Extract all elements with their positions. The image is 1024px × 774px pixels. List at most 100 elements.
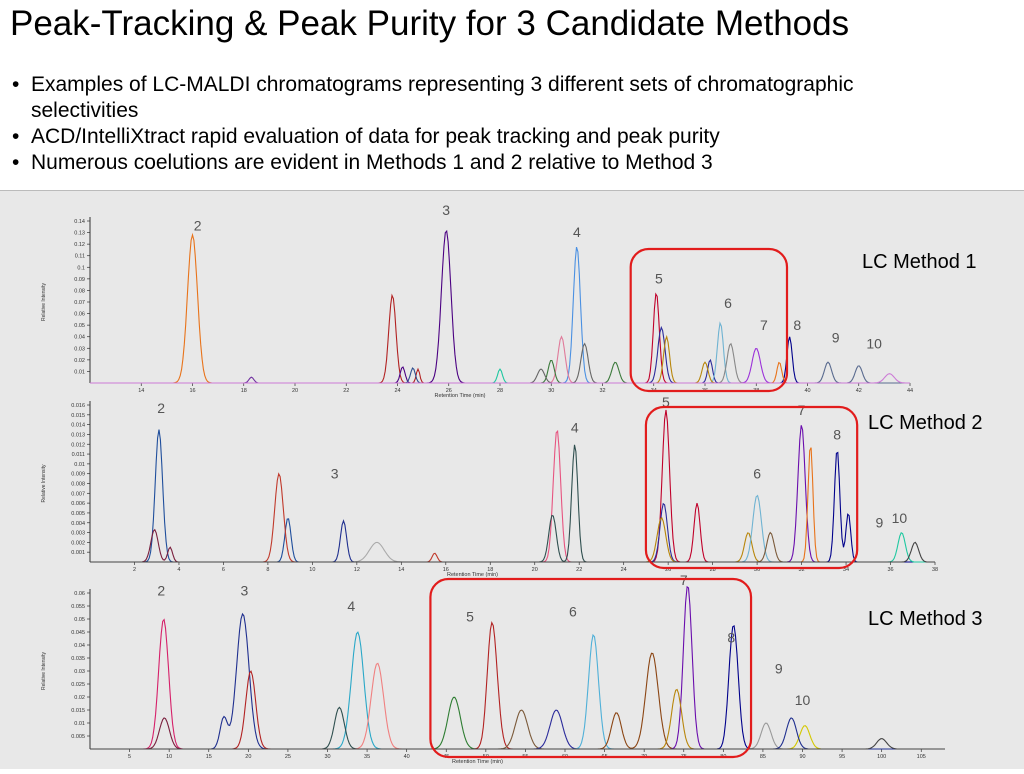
x-axis-label: Retention Time (min) xyxy=(434,393,485,399)
y-tick-label: 0.03 xyxy=(74,669,85,675)
peak-label-6: 6 xyxy=(724,295,732,311)
x-tick-label: 14 xyxy=(398,567,404,573)
y-tick-label: 0.014 xyxy=(71,423,85,429)
peak-label-4: 4 xyxy=(347,598,355,614)
x-tick-label: 30 xyxy=(754,567,760,573)
series-line xyxy=(90,706,945,750)
x-tick-label: 18 xyxy=(241,388,247,394)
y-tick-label: 0.04 xyxy=(74,335,85,341)
chart-panel-2: 0.001 0.002 0.003 0.004 0.005 0.006 0.007 0.008… xyxy=(41,394,983,578)
y-tick-label: 0.001 xyxy=(71,550,85,556)
x-tick-label: 28 xyxy=(710,567,716,573)
peak-label-6: 6 xyxy=(569,603,577,619)
y-tick-label: 0.045 xyxy=(71,630,85,636)
x-tick-label: 22 xyxy=(343,388,349,394)
x-tick-label: 20 xyxy=(245,754,251,760)
chromatogram-figure: 0.01 0.02 0.03 0.04 0.05 0.06 0.07 0.08 0.09 0.1 0… xyxy=(0,190,1024,769)
series-line xyxy=(90,444,935,563)
y-tick-label: 0.004 xyxy=(71,521,85,527)
x-tick-label: 32 xyxy=(599,388,605,394)
peak-label-9: 9 xyxy=(876,515,884,531)
peak-label-2: 2 xyxy=(194,217,202,233)
x-tick-label: 26 xyxy=(665,567,671,573)
x-tick-label: 100 xyxy=(877,754,886,760)
method-label: LC Method 1 xyxy=(862,251,977,273)
y-tick-label: 0.12 xyxy=(74,242,85,248)
peak-label-6: 6 xyxy=(753,466,761,482)
y-tick-label: 0.025 xyxy=(71,682,85,688)
series-line xyxy=(90,541,935,563)
x-tick-label: 14 xyxy=(138,388,144,394)
peak-label-9: 9 xyxy=(832,330,840,346)
x-tick-label: 6 xyxy=(222,567,225,573)
y-axis-label: Relative Intensity xyxy=(41,282,47,321)
peak-label-3: 3 xyxy=(331,466,339,482)
x-tick-label: 105 xyxy=(917,754,926,760)
x-tick-label: 2 xyxy=(133,567,136,573)
x-axis-label: Retention Time (min) xyxy=(447,572,498,578)
y-tick-label: 0.015 xyxy=(71,413,85,419)
series-line xyxy=(90,612,945,750)
chromatogram-svg: 0.01 0.02 0.03 0.04 0.05 0.06 0.07 0.08 0.09 0.1 0… xyxy=(41,202,983,765)
peak-label-8: 8 xyxy=(793,317,801,333)
highlight-box xyxy=(429,577,753,759)
y-tick-label: 0.016 xyxy=(71,403,85,409)
peak-label-2: 2 xyxy=(157,583,165,599)
x-tick-label: 35 xyxy=(364,754,370,760)
peak-label-5: 5 xyxy=(466,609,474,625)
x-tick-label: 36 xyxy=(887,567,893,573)
peak-label-2: 2 xyxy=(157,400,165,416)
x-tick-label: 15 xyxy=(206,754,212,760)
y-tick-label: 0.035 xyxy=(71,656,85,662)
peak-label-7: 7 xyxy=(760,317,768,333)
y-tick-label: 0.06 xyxy=(74,312,85,318)
slide-title: Peak-Tracking & Peak Purity for 3 Candid… xyxy=(10,4,850,43)
peak-label-5: 5 xyxy=(662,394,670,410)
series-line xyxy=(90,451,935,563)
peak-label-8: 8 xyxy=(727,629,735,645)
y-axis-label: Relative Intensity xyxy=(41,651,47,690)
x-tick-label: 30 xyxy=(324,754,330,760)
x-tick-label: 26 xyxy=(446,388,452,394)
y-tick-label: 0.11 xyxy=(75,254,85,260)
x-tick-label: 12 xyxy=(354,567,360,573)
series-line xyxy=(90,738,945,750)
series-line xyxy=(90,541,935,563)
peak-label-7: 7 xyxy=(680,572,688,588)
y-tick-label: 0.012 xyxy=(71,442,85,448)
x-tick-label: 8 xyxy=(266,567,269,573)
method-label: LC Method 2 xyxy=(868,412,983,434)
y-tick-label: 0.07 xyxy=(74,300,85,306)
x-tick-label: 24 xyxy=(621,567,627,573)
y-tick-label: 0.006 xyxy=(71,501,85,507)
y-tick-label: 0.05 xyxy=(74,323,85,329)
y-tick-label: 0.013 xyxy=(71,432,85,438)
x-tick-label: 18 xyxy=(487,567,493,573)
peak-label-4: 4 xyxy=(571,419,579,435)
x-tick-label: 10 xyxy=(166,754,172,760)
y-tick-label: 0.03 xyxy=(74,346,85,352)
y-tick-label: 0.015 xyxy=(71,708,85,714)
y-tick-label: 0.009 xyxy=(71,472,85,478)
series-line xyxy=(90,447,935,563)
x-tick-label: 32 xyxy=(799,567,805,573)
highlight-box xyxy=(644,405,859,570)
series-line xyxy=(90,618,945,750)
peak-label-10: 10 xyxy=(892,510,908,526)
x-tick-label: 20 xyxy=(292,388,298,394)
y-tick-label: 0.05 xyxy=(74,617,85,623)
peak-label-10: 10 xyxy=(795,692,811,708)
y-tick-label: 0.14 xyxy=(74,219,85,225)
x-tick-label: 16 xyxy=(443,567,449,573)
series-line xyxy=(90,652,945,750)
x-tick-label: 40 xyxy=(404,754,410,760)
peak-label-9: 9 xyxy=(775,661,783,677)
y-tick-label: 0.005 xyxy=(71,511,85,517)
peak-label-4: 4 xyxy=(573,224,581,240)
series-line xyxy=(90,620,945,750)
x-tick-label: 4 xyxy=(177,567,180,573)
y-tick-label: 0.01 xyxy=(74,462,85,468)
x-tick-label: 22 xyxy=(576,567,582,573)
x-tick-label: 90 xyxy=(799,754,805,760)
chart-panel-1: 0.01 0.02 0.03 0.04 0.05 0.06 0.07 0.08 0.09 0.1 0… xyxy=(41,202,977,399)
